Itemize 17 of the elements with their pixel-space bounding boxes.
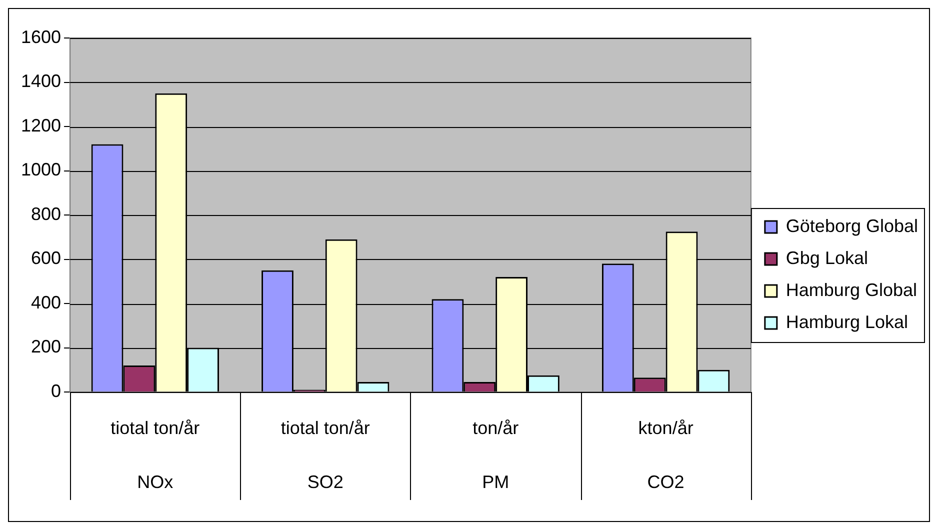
y-tick-label: 1600 [20,26,62,47]
category-label: tiotal ton/år NOx [110,418,200,492]
legend-label: Göteborg Global [786,216,918,236]
category-label: ton/år PM [472,418,519,492]
y-tick-label: 1000 [20,160,62,180]
legend-label: Gbg Lokal [786,248,868,268]
legend-label: Hamburg Lokal [786,312,908,332]
y-tick-label: 800 [30,204,62,224]
y-tick-label: 600 [30,248,62,268]
category-label: tiotal ton/år SO2 [280,418,370,492]
y-tick-label: 1200 [20,115,62,136]
legend-label: Hamburg Global [786,280,917,300]
y-tick-label: 200 [30,336,62,357]
y-tick-label: 1400 [20,71,62,92]
y-tick-label: 0 [51,380,62,401]
category-label: kton/år CO2 [638,418,694,492]
y-tick-label: 400 [30,292,62,312]
